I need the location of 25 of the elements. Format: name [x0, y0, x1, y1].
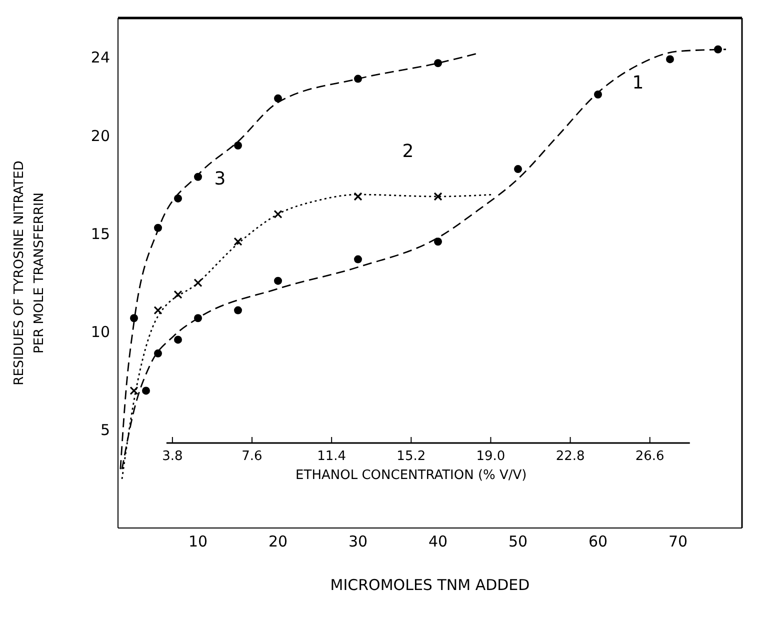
x-tick-label: 20 [268, 532, 288, 551]
y-tick-label: 20 [90, 127, 110, 146]
series-label: 2 [402, 141, 414, 162]
x2-tick-label: 26.6 [635, 449, 664, 464]
y-tick-label: 24 [90, 48, 110, 67]
y-tick-label: 10 [90, 323, 110, 342]
y-tick-label: 15 [90, 225, 110, 244]
x-tick-label: 60 [588, 532, 608, 551]
x-tick-label: 30 [348, 532, 368, 551]
x2-tick-label: 3.8 [162, 449, 183, 464]
series-label: 3 [214, 168, 226, 190]
x2-tick-label: 11.4 [317, 449, 346, 464]
x2-tick-label: 15.2 [396, 449, 426, 464]
x2-tick-label: 22.8 [556, 449, 585, 464]
x2-tick-label: 19.0 [476, 449, 506, 464]
x2-axis-title: ETHANOL CONCENTRATION (% V/V) [296, 468, 527, 483]
series-label: 1 [632, 72, 644, 94]
x-tick-label: 10 [188, 532, 208, 551]
x-axis-title: MICROMOLES TNM ADDED [330, 576, 530, 594]
y-axis-title: RESIDUES OF TYROSINE NITRATED PER MOLE TRANSFERRIN [12, 160, 47, 386]
x-tick-label: 40 [428, 532, 448, 551]
x-tick-label: 70 [668, 532, 688, 551]
y-tick-label: 5 [100, 421, 110, 440]
x2-tick-label: 7.6 [242, 449, 262, 464]
x-tick-label: 50 [508, 532, 528, 551]
